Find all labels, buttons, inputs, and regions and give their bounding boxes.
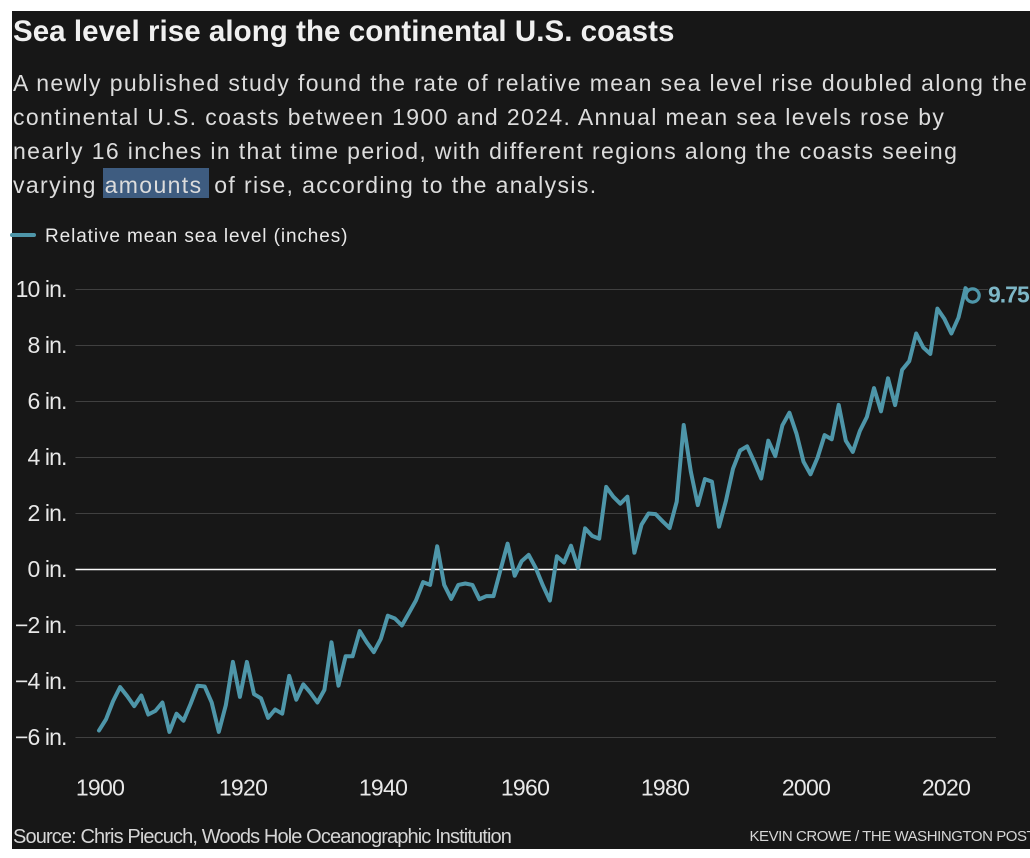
svg-text:2 in.: 2 in.: [28, 500, 67, 526]
svg-text:9.75: 9.75: [988, 282, 1030, 308]
svg-text:−4 in.: −4 in.: [15, 668, 67, 694]
svg-text:2020: 2020: [922, 775, 970, 801]
svg-text:2000: 2000: [782, 775, 830, 801]
svg-text:6 in.: 6 in.: [28, 388, 67, 414]
svg-text:1940: 1940: [359, 775, 407, 801]
svg-text:8 in.: 8 in.: [28, 332, 67, 358]
svg-text:4 in.: 4 in.: [28, 444, 67, 470]
svg-text:1920: 1920: [219, 775, 267, 801]
svg-text:−6 in.: −6 in.: [15, 724, 67, 750]
svg-text:1960: 1960: [501, 775, 549, 801]
svg-text:10 in.: 10 in.: [16, 276, 67, 302]
svg-text:−2 in.: −2 in.: [15, 612, 67, 638]
svg-text:1900: 1900: [76, 775, 124, 801]
svg-text:0 in.: 0 in.: [28, 556, 67, 582]
svg-text:1980: 1980: [641, 775, 689, 801]
